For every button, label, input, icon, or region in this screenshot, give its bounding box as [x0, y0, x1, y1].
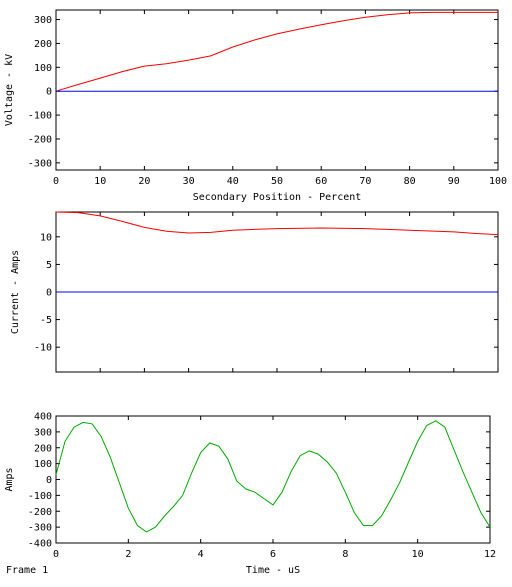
y-tick-label-1-4: 10 — [40, 232, 52, 243]
x-tick-label-2-5: 10 — [412, 549, 424, 560]
y-tick-label-1-0: -10 — [34, 343, 52, 354]
x-tick-label-0-0: 0 — [53, 176, 59, 187]
x-tick-label-0-6: 60 — [315, 176, 327, 187]
x-tick-label-0-5: 50 — [271, 176, 283, 187]
x-tick-label-0-7: 70 — [359, 176, 371, 187]
y-tick-label-0-0: -300 — [28, 158, 52, 169]
y-axis-label-1: Current - Amps — [10, 250, 21, 334]
plot-frame-2 — [55, 415, 491, 544]
y-tick-label-2-1: -300 — [28, 523, 52, 534]
y-tick-label-1-1: -5 — [40, 315, 52, 326]
y-tick-label-2-7: 300 — [34, 427, 52, 438]
series-line-1-0 — [55, 211, 499, 236]
x-tick-label-2-6: 12 — [484, 549, 496, 560]
y-tick-label-1-3: 5 — [46, 260, 52, 271]
y-tick-label-0-1: -200 — [28, 134, 52, 145]
series-line-0-0 — [55, 11, 498, 92]
x-tick-label-2-2: 4 — [198, 549, 204, 560]
y-tick-label-0-4: 100 — [34, 63, 52, 74]
x-tick-label-2-4: 8 — [342, 549, 348, 560]
x-tick-label-2-1: 2 — [125, 549, 131, 560]
x-tick-label-0-3: 30 — [183, 176, 195, 187]
x-tick-label-0-4: 40 — [227, 176, 239, 187]
y-tick-label-2-2: -200 — [28, 507, 52, 518]
y-tick-label-0-5: 200 — [34, 39, 52, 50]
frame-label: Frame 1 — [6, 565, 49, 576]
y-tick-label-2-6: 200 — [34, 443, 52, 454]
y-tick-label-2-0: -400 — [28, 539, 52, 550]
x-tick-label-0-9: 90 — [448, 176, 460, 187]
y-tick-label-2-5: 100 — [34, 459, 52, 470]
y-tick-label-0-6: 300 — [34, 15, 52, 26]
x-tick-label-0-2: 20 — [138, 176, 150, 187]
series-line-2-0 — [55, 420, 491, 533]
y-axis-label-2: Amps — [4, 467, 15, 491]
y-tick-label-0-2: -100 — [28, 111, 52, 122]
y-tick-label-2-4: 0 — [46, 475, 52, 486]
x-tick-label-2-0: 0 — [53, 549, 59, 560]
x-axis-label-0: Secondary Position - Percent — [193, 192, 362, 203]
x-tick-label-0-8: 80 — [404, 176, 416, 187]
y-tick-label-1-2: 0 — [46, 288, 52, 299]
y-tick-label-0-3: 0 — [46, 87, 52, 98]
x-tick-label-0-10: 100 — [489, 176, 507, 187]
y-tick-label-2-8: 400 — [34, 412, 52, 423]
x-tick-label-0-1: 10 — [94, 176, 106, 187]
y-tick-label-2-3: -100 — [28, 491, 52, 502]
x-tick-label-2-3: 6 — [270, 549, 276, 560]
y-axis-label-0: Voltage - kV — [4, 54, 15, 126]
x-axis-label-2: Time - uS — [246, 565, 300, 576]
